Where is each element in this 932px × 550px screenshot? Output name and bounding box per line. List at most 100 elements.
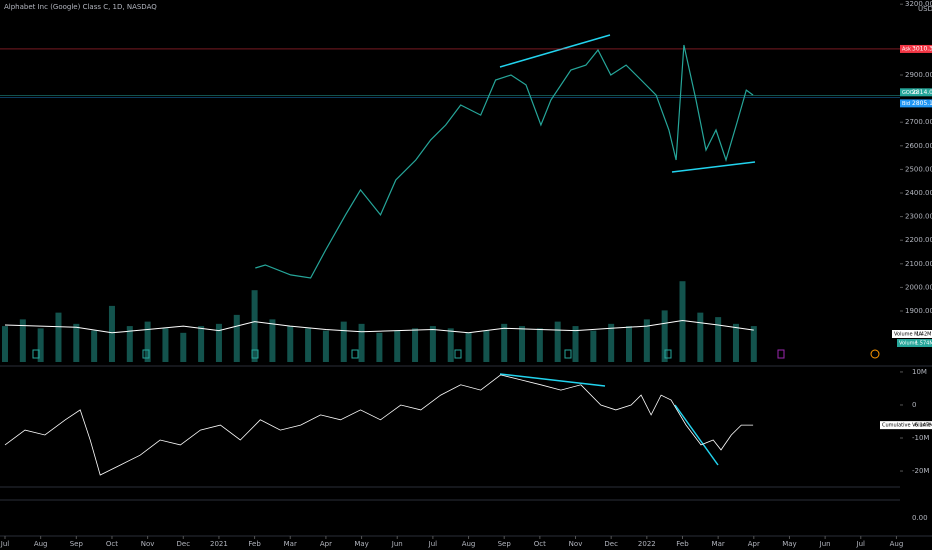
dividend-marker	[454, 349, 462, 359]
price-tag	[900, 99, 932, 108]
volume-bar	[447, 328, 454, 362]
y-tick-label: 2900.00	[905, 71, 932, 79]
volume-ma-line	[4, 319, 754, 334]
volume-bar	[233, 314, 240, 362]
volume-bar	[37, 328, 44, 362]
y-tick-label: 2700.00	[905, 118, 932, 126]
price-tag-name: GOOG	[902, 90, 918, 96]
x-tick-label: Dec	[177, 540, 191, 548]
x-tick-label: May	[782, 540, 796, 548]
volume-bar	[287, 326, 294, 362]
x-tick-label: Nov	[141, 540, 155, 548]
legend-name: Volume	[899, 341, 918, 347]
legend-value: -6.147M	[913, 423, 932, 429]
volume-bar	[732, 323, 739, 362]
trendline	[671, 161, 756, 173]
y2-tick-label: -20M	[912, 467, 929, 475]
volume-bar	[162, 328, 169, 362]
volume-bar	[1, 326, 8, 362]
x-tick-label: Dec	[604, 540, 618, 548]
volume-bar	[572, 326, 579, 362]
pane3-label: 0.00	[912, 514, 928, 522]
legend-box	[880, 421, 932, 430]
volume-bar	[750, 326, 757, 362]
x-tick-label: Jul	[856, 540, 866, 548]
volume-bar	[269, 319, 276, 362]
trendline	[499, 34, 611, 68]
volume-bar	[215, 323, 222, 362]
volume-bar	[91, 330, 98, 362]
volume-bar	[180, 332, 187, 362]
y-tick-label: 2100.00	[905, 260, 932, 268]
y-tick-label: 2600.00	[905, 142, 932, 150]
legend-box	[892, 330, 932, 338]
volume-bar	[697, 312, 704, 362]
volume-bar	[519, 326, 526, 362]
x-tick-label: Sep	[70, 540, 84, 548]
price-tag-label: 2805.19	[912, 100, 932, 107]
x-tick-label: Nov	[569, 540, 583, 548]
x-tick-label: Jul	[0, 540, 9, 548]
volume-bar	[626, 326, 633, 362]
y2-tick-label: -10M	[912, 434, 929, 442]
price-tag-label: 3010.36	[912, 45, 932, 52]
volume-bar	[483, 330, 490, 362]
y-tick-label: 3200.00	[905, 0, 932, 8]
price-tag-name: Bid	[902, 101, 910, 107]
volume-bar	[322, 330, 329, 362]
x-tick-label: Apr	[320, 540, 332, 548]
legend-value: 1.42M	[916, 332, 931, 338]
volume-bar	[412, 328, 419, 362]
x-tick-label: Oct	[534, 540, 546, 548]
dividend-marker	[564, 349, 572, 359]
x-tick-label: Mar	[712, 540, 725, 548]
x-tick-label: Jun	[819, 540, 831, 548]
y-tick-label: 2000.00	[905, 283, 932, 291]
x-tick-label: May	[354, 540, 368, 548]
volume-bar	[19, 319, 26, 362]
legend-box	[897, 339, 932, 347]
trendline	[499, 373, 606, 387]
trendline	[674, 404, 719, 466]
price-tag-name: Ask	[902, 46, 911, 52]
dividend-marker	[351, 349, 359, 359]
legend-name: Cumulative Volume	[882, 423, 931, 429]
volume-bar	[679, 281, 686, 362]
volume-bar	[465, 332, 472, 362]
y-tick-label: 2200.00	[905, 236, 932, 244]
x-tick-label: Jun	[391, 540, 403, 548]
volume-bar	[144, 321, 151, 362]
volume-bar	[394, 330, 401, 362]
volume-bar	[554, 321, 561, 362]
price-tag-label: 2814.00	[912, 89, 932, 96]
volume-bar	[73, 323, 80, 362]
volume-bar	[340, 321, 347, 362]
volume-bar	[305, 328, 312, 362]
y-tick-label: 2300.00	[905, 213, 932, 221]
legend-name: Volume MA	[894, 332, 922, 338]
volume-bar	[590, 330, 597, 362]
x-tick-label: 2022	[638, 540, 656, 548]
volume-bar	[429, 326, 436, 362]
price-tag	[900, 44, 932, 53]
x-tick-label: Feb	[248, 540, 261, 548]
x-tick-label: Feb	[676, 540, 689, 548]
chart-title: Alphabet Inc (Google) Class C, 1D, NASDA…	[4, 3, 157, 11]
volume-bar	[715, 317, 722, 362]
volume-bar	[376, 332, 383, 362]
volume-bar	[536, 328, 543, 362]
x-tick-label: Aug	[462, 540, 476, 548]
x-tick-label: 2021	[210, 540, 228, 548]
volume-bar	[608, 323, 615, 362]
volume-bar	[198, 326, 205, 362]
volume-bar	[501, 323, 508, 362]
volume-bar	[251, 290, 258, 362]
x-tick-label: Apr	[748, 540, 760, 548]
y2-tick-label: 0	[912, 401, 916, 409]
volume-bar	[661, 310, 668, 362]
volume-bar	[126, 326, 133, 362]
price-tag	[900, 88, 932, 97]
